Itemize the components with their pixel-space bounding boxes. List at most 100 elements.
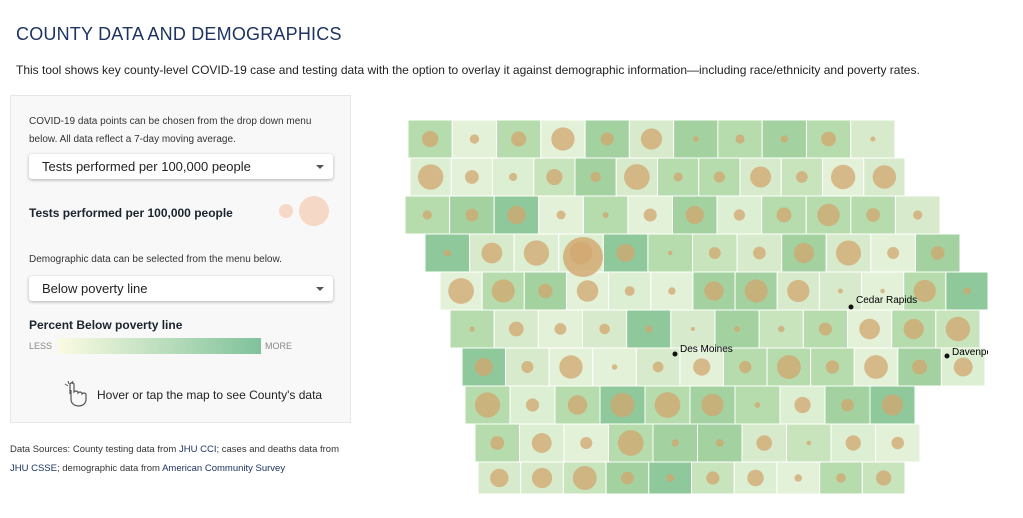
county-bubble [913, 210, 923, 220]
link[interactable]: JHU CCI [178, 444, 217, 455]
county-bubble [617, 430, 644, 456]
county-bubble [836, 240, 862, 266]
county-bubble [756, 435, 773, 451]
county-bubble [930, 246, 945, 260]
county-bubble [509, 172, 518, 182]
county-bubble [567, 395, 588, 415]
county-bubble [830, 164, 856, 190]
county-bubble [624, 286, 635, 296]
more-label: MORE [265, 341, 292, 351]
county-bubble [443, 249, 451, 257]
county-bubble [821, 131, 836, 147]
county-bubble [546, 168, 563, 186]
county-bubble [733, 209, 745, 221]
county-bubble [793, 242, 815, 264]
color-ramp [58, 338, 261, 354]
county-bubble [794, 396, 811, 414]
metric-legend-label: Tests performed per 100,000 people [29, 206, 233, 220]
county-bubble [891, 436, 905, 450]
county-bubble [523, 240, 550, 266]
county-bubble [602, 212, 609, 218]
county-bubble [953, 357, 973, 377]
county-bubble [912, 359, 928, 375]
city-label: Davenport [952, 347, 998, 358]
county-bubble [474, 357, 493, 377]
county-bubble [776, 355, 801, 379]
county-bubble [538, 283, 553, 299]
demo-legend-label: Percent Below poverty line [29, 318, 183, 332]
link[interactable]: JHU CSSE [10, 463, 57, 474]
county-bubble [750, 166, 772, 188]
county-bubble [693, 358, 711, 376]
county-bubble [787, 279, 810, 303]
hand-icon [64, 380, 87, 407]
county-bubble [421, 130, 439, 148]
size-small [279, 204, 293, 218]
county-bubble [621, 471, 634, 485]
county-bubble [739, 360, 752, 374]
county-bubble [417, 164, 444, 190]
county-bubble [667, 250, 673, 256]
metric-select[interactable]: Tests performed per 100,000 people [29, 154, 333, 179]
county-bubble [507, 205, 526, 225]
county-bubble [624, 164, 650, 190]
demo-select[interactable]: Below poverty line [29, 276, 333, 301]
county-bubble [654, 392, 681, 418]
county-bubble [945, 316, 971, 342]
county-bubble [590, 171, 601, 183]
county-bubble [864, 355, 888, 379]
county-bubble [713, 171, 726, 183]
county-bubble [903, 318, 924, 340]
county-bubble [481, 242, 503, 264]
description: This tool shows key county-level COVID-1… [16, 63, 920, 77]
county-bubble [559, 355, 583, 379]
county-bubble [465, 208, 479, 222]
county-bubble [645, 325, 653, 333]
city-dot [672, 351, 678, 357]
county-bubble [690, 326, 695, 332]
county-bubble [652, 361, 664, 373]
county-bubble [554, 323, 567, 335]
county-bubble [825, 360, 840, 374]
county-bubble [643, 208, 657, 222]
county-bubble [469, 134, 480, 144]
county-bubble [599, 323, 610, 335]
county-bubble [531, 433, 552, 453]
intro: COVID-19 data points can be chosen from … [29, 116, 312, 145]
county-bubble [754, 402, 761, 408]
county-bubble [469, 326, 475, 332]
county-bubble [531, 467, 553, 489]
county-bubble [464, 170, 479, 184]
county-bubble [806, 440, 811, 446]
link[interactable]: American Community Survey [162, 463, 286, 474]
county-bubble [490, 436, 505, 450]
county-bubble [870, 136, 876, 142]
county-bubble [913, 279, 936, 303]
county-bubble [490, 468, 509, 488]
county-bubble [880, 288, 885, 294]
hover-hint: Hover or tap the map to see County's dat… [97, 388, 323, 402]
sources-text: ; demographic data from [56, 463, 163, 474]
county-bubble [706, 471, 720, 485]
county-bubble [448, 278, 474, 304]
county-bubble [876, 470, 892, 486]
county-bubble [701, 393, 724, 417]
county-bubble [963, 287, 971, 295]
size-large [299, 196, 329, 226]
county-bubble [611, 364, 618, 370]
county-bubble [685, 205, 704, 225]
less-label: LESS [29, 341, 53, 351]
county-bubble [511, 131, 527, 147]
county-bubble [640, 128, 663, 150]
county-bubble [422, 210, 432, 220]
county-bubble [735, 134, 745, 144]
county-bubble [563, 237, 603, 277]
county-bubble [508, 321, 524, 337]
county-bubble [491, 279, 515, 303]
county-bubble [556, 210, 566, 220]
county-bubble [692, 136, 699, 142]
city-dot [944, 353, 950, 359]
county [875, 423, 921, 463]
county-bubble [666, 474, 675, 482]
